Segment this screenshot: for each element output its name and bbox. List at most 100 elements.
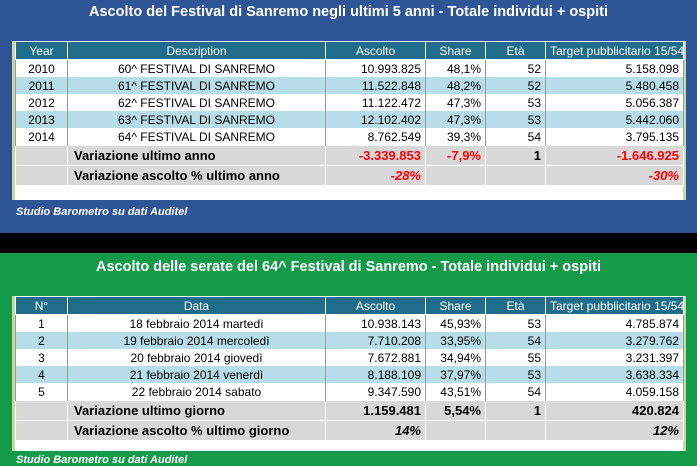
cell-description: 63^ FESTIVAL DI SANREMO: [67, 111, 326, 128]
table-row: 2013 63^ FESTIVAL DI SANREMO 12.102.402 …: [15, 111, 684, 128]
cell-ascolto: 12.102.402: [325, 111, 426, 128]
cell-year: 2011: [15, 77, 68, 94]
cell-eta: 52: [485, 77, 546, 94]
variation-pct-label: Variazione ascolto % ultimo anno: [67, 165, 326, 186]
table-row: 3 20 febbraio 2014 giovedì 7.672.881 34,…: [15, 349, 684, 366]
table-row: 2010 60^ FESTIVAL DI SANREMO 10.993.825 …: [15, 59, 684, 77]
column-header: Target pubblicitario 15/54: [545, 41, 684, 60]
cell-share: 33,95%: [425, 332, 486, 349]
cell-target: 5.480.458: [545, 77, 684, 94]
empty-cell: [15, 420, 68, 441]
variation-share: -7,9%: [425, 145, 486, 166]
cell-eta: 53: [485, 94, 546, 111]
cell-description: 64^ FESTIVAL DI SANREMO: [67, 128, 326, 146]
table-frame: N° Data Ascolto Share Età Target pubblic…: [12, 296, 686, 451]
cell-description: 60^ FESTIVAL DI SANREMO: [67, 59, 326, 77]
cell-target: 5.442.060: [545, 111, 684, 128]
cell-date: 21 febbraio 2014 venerdì: [67, 366, 326, 383]
variation-eta: 1: [485, 400, 546, 421]
cell-target: 3.638.334: [545, 366, 684, 383]
cell-ascolto: 11.522.848: [325, 77, 426, 94]
cell-date: 22 febbraio 2014 sabato: [67, 383, 326, 401]
column-header: Data: [67, 296, 326, 315]
panel-nightly-ratings: Ascolto delle serate del 64^ Festival di…: [0, 253, 697, 466]
cell-number: 1: [15, 314, 68, 332]
source-note: Studio Barometro su dati Auditel: [16, 454, 188, 466]
cell-ascolto: 10.993.825: [325, 59, 426, 77]
variation-share: 5,54%: [425, 400, 486, 421]
frame-right-border: [683, 41, 686, 200]
cell-ascolto: 9.347.590: [325, 383, 426, 401]
cell-eta: 53: [485, 111, 546, 128]
cell-eta: 53: [485, 366, 546, 383]
variation-pct-row: Variazione ascolto % ultimo anno -28% -3…: [15, 165, 684, 186]
table-header-row: N° Data Ascolto Share Età Target pubblic…: [15, 296, 684, 315]
cell-target: 5.158.098: [545, 59, 684, 77]
variation-pct-target: 12%: [545, 420, 684, 441]
cell-share: 48,2%: [425, 77, 486, 94]
cell-date: 20 febbraio 2014 giovedì: [67, 349, 326, 366]
table-row: 2 19 febbraio 2014 mercoledì 7.710.208 3…: [15, 332, 684, 349]
cell-share: 43,51%: [425, 383, 486, 401]
frame-left-border: [12, 41, 15, 200]
variation-pct-row: Variazione ascolto % ultimo giorno 14% 1…: [15, 420, 684, 441]
column-header: Età: [485, 296, 546, 315]
yearly-ratings-table: Year Description Ascolto Share Età Targe…: [15, 41, 684, 186]
cell-ascolto: 8.188.109: [325, 366, 426, 383]
panel-title: Ascolto delle serate del 64^ Festival di…: [96, 259, 601, 275]
cell-eta: 54: [485, 332, 546, 349]
empty-cell: [15, 400, 68, 421]
frame-right-border: [683, 296, 686, 451]
cell-eta: 54: [485, 383, 546, 401]
cell-eta: 52: [485, 59, 546, 77]
variation-target: 420.824: [545, 400, 684, 421]
cell-number: 2: [15, 332, 68, 349]
cell-eta: 53: [485, 314, 546, 332]
cell-target: 3.231.397: [545, 349, 684, 366]
cell-target: 4.785.874: [545, 314, 684, 332]
variation-pct-target: -30%: [545, 165, 684, 186]
column-header: Year: [15, 41, 68, 60]
empty-cell: [425, 420, 486, 441]
variation-pct-ascolto: 14%: [325, 420, 426, 441]
empty-cell: [15, 165, 68, 186]
table-row: 2012 62^ FESTIVAL DI SANREMO 11.122.472 …: [15, 94, 684, 111]
column-header: Ascolto: [325, 296, 426, 315]
cell-date: 18 febbraio 2014 martedì: [67, 314, 326, 332]
cell-share: 34,94%: [425, 349, 486, 366]
variation-pct-label: Variazione ascolto % ultimo giorno: [67, 420, 326, 441]
cell-share: 45,93%: [425, 314, 486, 332]
column-header: Ascolto: [325, 41, 426, 60]
cell-year: 2012: [15, 94, 68, 111]
cell-ascolto: 10.938.143: [325, 314, 426, 332]
panel-title: Ascolto del Festival di Sanremo negli ul…: [89, 4, 608, 20]
table-row: 1 18 febbraio 2014 martedì 10.938.143 45…: [15, 314, 684, 332]
column-header: N°: [15, 296, 68, 315]
variation-eta: 1: [485, 145, 546, 166]
variation-pct-ascolto: -28%: [325, 165, 426, 186]
table-row: 2014 64^ FESTIVAL DI SANREMO 8.762.549 3…: [15, 128, 684, 146]
cell-date: 19 febbraio 2014 mercoledì: [67, 332, 326, 349]
cell-year: 2013: [15, 111, 68, 128]
empty-cell: [15, 145, 68, 166]
table-frame: Year Description Ascolto Share Età Targe…: [12, 41, 686, 200]
cell-target: 3.279.762: [545, 332, 684, 349]
variation-target: -1.646.925: [545, 145, 684, 166]
variation-ascolto: 1.159.481: [325, 400, 426, 421]
cell-ascolto: 11.122.472: [325, 94, 426, 111]
panel-yearly-ratings: Ascolto del Festival di Sanremo negli ul…: [0, 0, 697, 233]
cell-number: 5: [15, 383, 68, 401]
column-header: Share: [425, 41, 486, 60]
cell-ascolto: 7.710.208: [325, 332, 426, 349]
source-note: Studio Barometro su dati Auditel: [16, 206, 188, 218]
cell-description: 62^ FESTIVAL DI SANREMO: [67, 94, 326, 111]
section-divider: [0, 233, 697, 253]
cell-target: 3.795.135: [545, 128, 684, 146]
column-header: Share: [425, 296, 486, 315]
column-header: Description: [67, 41, 326, 60]
column-header: Età: [485, 41, 546, 60]
variation-label: Variazione ultimo giorno: [67, 400, 326, 421]
cell-share: 37,97%: [425, 366, 486, 383]
cell-year: 2010: [15, 59, 68, 77]
cell-ascolto: 7.672.881: [325, 349, 426, 366]
